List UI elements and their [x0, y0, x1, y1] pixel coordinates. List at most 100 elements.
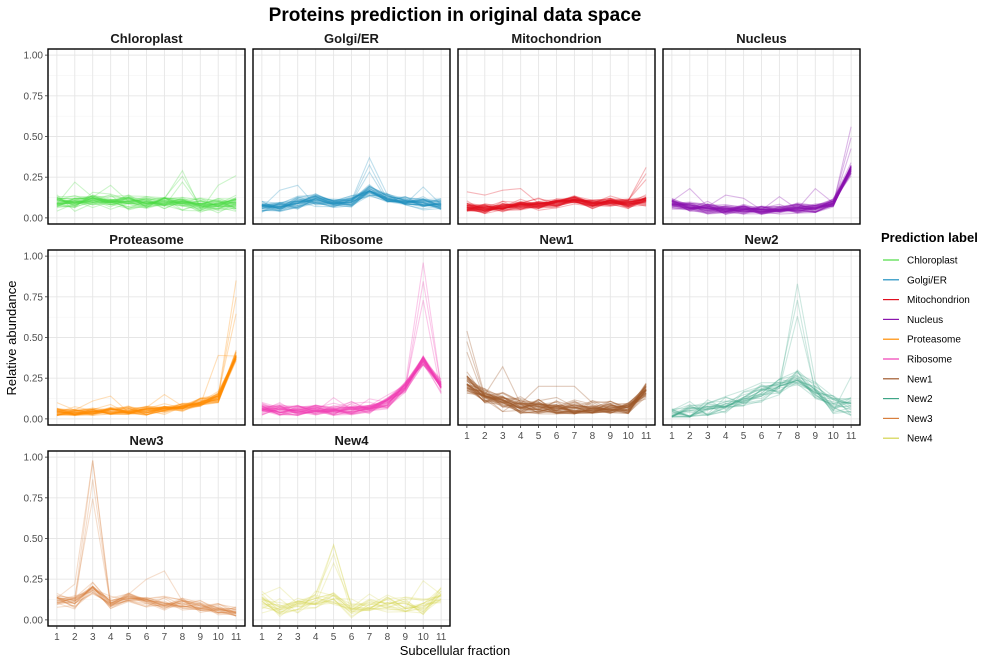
- profile-line: [56, 354, 237, 415]
- profile-line: [56, 356, 237, 415]
- legend-item: New2: [883, 394, 933, 405]
- profile-line: [671, 166, 852, 214]
- x-tick-label: 11: [231, 632, 242, 643]
- profile-line: [466, 167, 647, 215]
- profile-line: [56, 498, 237, 609]
- profile-line: [261, 595, 442, 615]
- profile-line: [56, 196, 237, 212]
- profile-line: [466, 198, 647, 210]
- profile-line: [261, 359, 442, 414]
- profile-line: [261, 594, 442, 610]
- profile-line: [671, 162, 852, 214]
- profile-line: [261, 185, 442, 211]
- x-tick-label: 1: [669, 431, 675, 442]
- y-tick-label: 0.50: [24, 333, 44, 344]
- profile-line: [466, 198, 647, 212]
- profile-line: [261, 189, 442, 209]
- profile-line: [671, 148, 852, 213]
- profile-line: [56, 587, 237, 614]
- profile-line: [56, 356, 237, 416]
- profile-line: [56, 479, 237, 617]
- profile-line: [261, 190, 442, 209]
- profile-line: [671, 379, 852, 417]
- legend-item: Nucleus: [883, 315, 943, 326]
- profile-line: [466, 198, 647, 209]
- panel-border: [457, 48, 656, 225]
- profile-line: [56, 196, 237, 210]
- legend-item: Proteasome: [883, 335, 961, 346]
- profile-line: [466, 383, 647, 412]
- x-tick-label: 1: [54, 632, 60, 643]
- profile-line: [671, 376, 852, 418]
- profile-line: [261, 355, 442, 416]
- x-tick-label: 4: [518, 431, 524, 442]
- profile-line: [466, 375, 647, 413]
- profile-line: [671, 168, 852, 214]
- profile-line: [671, 172, 852, 213]
- x-tick-label: 7: [367, 632, 373, 643]
- profile-line: [261, 357, 442, 415]
- profile-line: [56, 195, 237, 209]
- profile-line: [466, 198, 647, 210]
- profile-line: [56, 195, 237, 209]
- profile-line: [261, 190, 442, 210]
- profile-line: [261, 363, 442, 416]
- y-tick-label: 0.75: [24, 292, 44, 303]
- profile-line: [466, 197, 647, 212]
- facet-title: New4: [335, 433, 370, 448]
- profile-line: [466, 378, 647, 415]
- profile-line: [671, 374, 852, 418]
- profile-line: [56, 196, 237, 208]
- profile-line: [56, 356, 237, 416]
- profile-line: [671, 378, 852, 417]
- profile-line: [671, 169, 852, 211]
- profile-line: [56, 356, 237, 414]
- profile-line: [671, 370, 852, 418]
- legend-item: New1: [883, 374, 933, 385]
- profile-line: [56, 196, 237, 204]
- profile-line: [466, 383, 647, 415]
- profile-lines: [56, 460, 237, 617]
- facet-nucleus: Nucleus: [662, 31, 861, 225]
- x-tick-label: 1: [259, 632, 265, 643]
- profile-line: [56, 195, 237, 211]
- profile-line: [261, 359, 442, 413]
- profile-line: [261, 594, 442, 612]
- profile-line: [466, 385, 647, 414]
- profile-line: [56, 355, 237, 417]
- x-tick-label: 10: [213, 632, 225, 643]
- profile-line: [56, 591, 237, 610]
- x-tick-label: 9: [812, 431, 818, 442]
- profile-line: [56, 195, 237, 207]
- profile-line: [261, 192, 442, 207]
- profile-line: [261, 188, 442, 211]
- profile-line: [56, 194, 237, 211]
- profile-line: [56, 181, 237, 207]
- profile-line: [56, 358, 237, 416]
- profile-line: [261, 356, 442, 415]
- profile-lines: [261, 543, 442, 619]
- profile-line: [671, 167, 852, 212]
- profile-line: [56, 358, 237, 417]
- x-tick-label: 6: [554, 431, 560, 442]
- profile-line: [56, 356, 237, 416]
- profile-line: [56, 581, 237, 613]
- profile-line: [466, 198, 647, 211]
- profile-line: [56, 198, 237, 212]
- profile-line: [261, 359, 442, 414]
- profile-line: [56, 199, 237, 212]
- facet-mitochondrion: Mitochondrion: [457, 31, 656, 225]
- profile-line: [261, 355, 442, 416]
- legend-label: Mitochondrion: [907, 295, 970, 306]
- profile-line: [466, 198, 647, 211]
- profile-line: [466, 197, 647, 211]
- y-tick-label: 0.25: [24, 173, 44, 184]
- x-tick-label: 7: [572, 431, 578, 442]
- profile-line: [466, 197, 647, 210]
- profile-line: [56, 191, 237, 210]
- x-tick-label: 9: [402, 632, 408, 643]
- profile-line: [261, 360, 442, 414]
- y-tick-label: 1.00: [24, 453, 44, 464]
- profile-line: [56, 355, 237, 416]
- profile-line: [56, 589, 237, 614]
